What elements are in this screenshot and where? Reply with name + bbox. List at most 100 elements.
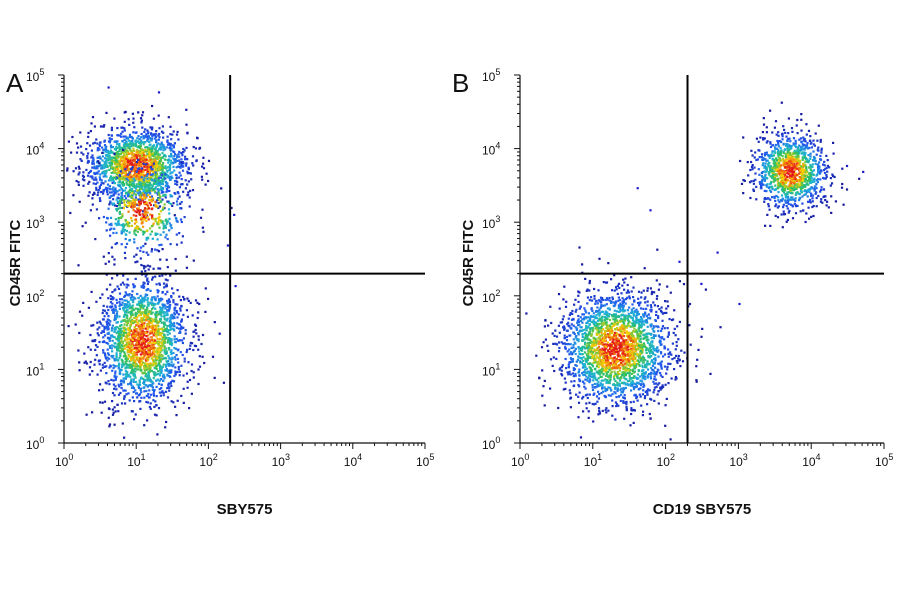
event-point <box>131 290 133 292</box>
event-point <box>116 172 118 174</box>
event-point <box>644 378 646 380</box>
event-point <box>157 364 159 366</box>
event-point <box>124 129 126 131</box>
event-point <box>132 203 134 205</box>
event-point <box>555 358 557 360</box>
event-point <box>177 192 179 194</box>
event-point <box>155 130 157 132</box>
event-point <box>170 171 172 173</box>
event-point <box>179 172 181 174</box>
event-point <box>159 392 161 394</box>
event-point <box>109 191 111 193</box>
event-point <box>119 355 121 357</box>
event-point <box>558 341 560 343</box>
event-point <box>103 141 105 143</box>
event-point <box>99 321 101 323</box>
event-point <box>175 217 177 219</box>
event-point <box>141 336 143 338</box>
event-point <box>85 148 87 150</box>
event-point <box>202 227 204 229</box>
event-point <box>179 196 181 198</box>
event-point <box>98 189 100 191</box>
event-point <box>132 113 134 115</box>
event-point <box>166 374 168 376</box>
event-point <box>186 267 188 269</box>
event-point <box>193 146 195 148</box>
event-point <box>112 312 114 314</box>
event-point <box>169 275 171 277</box>
event-point <box>154 148 156 150</box>
event-point <box>144 231 146 233</box>
event-point <box>155 174 157 176</box>
event-point <box>171 361 173 363</box>
event-point <box>114 342 116 344</box>
event-point <box>158 188 160 190</box>
event-point <box>184 216 186 218</box>
event-point <box>127 312 129 314</box>
event-point <box>78 166 80 168</box>
event-point <box>136 304 138 306</box>
event-point <box>90 325 92 327</box>
event-point <box>179 186 181 188</box>
event-point <box>639 394 641 396</box>
event-point <box>122 226 124 228</box>
event-point <box>154 375 156 377</box>
event-point <box>126 336 128 338</box>
event-point <box>647 301 649 303</box>
event-point <box>142 330 144 332</box>
event-point <box>126 243 128 245</box>
event-point <box>170 296 172 298</box>
event-point <box>700 336 702 338</box>
event-point <box>82 175 84 177</box>
event-point <box>148 268 150 270</box>
event-point <box>119 165 121 167</box>
event-point <box>139 152 141 154</box>
event-point <box>116 349 118 351</box>
event-point <box>113 189 115 191</box>
event-point <box>159 196 161 198</box>
event-point <box>138 301 140 303</box>
event-point <box>116 127 118 129</box>
event-point <box>185 147 187 149</box>
event-point <box>143 367 145 369</box>
event-point <box>171 205 173 207</box>
event-point <box>105 166 107 168</box>
event-point <box>113 412 115 414</box>
event-point <box>105 263 107 265</box>
event-point <box>154 367 156 369</box>
event-point <box>180 174 182 176</box>
event-point <box>96 322 98 324</box>
event-point <box>168 348 170 350</box>
event-point <box>170 153 172 155</box>
event-point <box>71 136 73 138</box>
event-point <box>117 285 119 287</box>
event-point <box>78 332 80 334</box>
event-point <box>135 278 137 280</box>
event-point <box>188 168 190 170</box>
event-point <box>154 204 156 206</box>
event-point <box>102 309 104 311</box>
event-point <box>124 189 126 191</box>
event-point <box>84 362 86 364</box>
event-point <box>68 325 70 327</box>
event-point <box>85 169 87 171</box>
event-point <box>103 341 105 343</box>
event-point <box>181 305 183 307</box>
event-point <box>87 175 89 177</box>
event-point <box>102 312 104 314</box>
event-point <box>166 223 168 225</box>
event-point <box>167 220 169 222</box>
event-point <box>177 131 179 133</box>
event-point <box>109 165 111 167</box>
event-point <box>180 365 182 367</box>
event-point <box>134 298 136 300</box>
event-point <box>630 407 632 409</box>
event-point <box>564 335 566 337</box>
event-point <box>167 341 169 343</box>
event-point <box>160 345 162 347</box>
event-point <box>158 407 160 409</box>
event-point <box>181 242 183 244</box>
event-point <box>115 190 117 192</box>
event-point <box>104 355 106 357</box>
event-point <box>167 238 169 240</box>
